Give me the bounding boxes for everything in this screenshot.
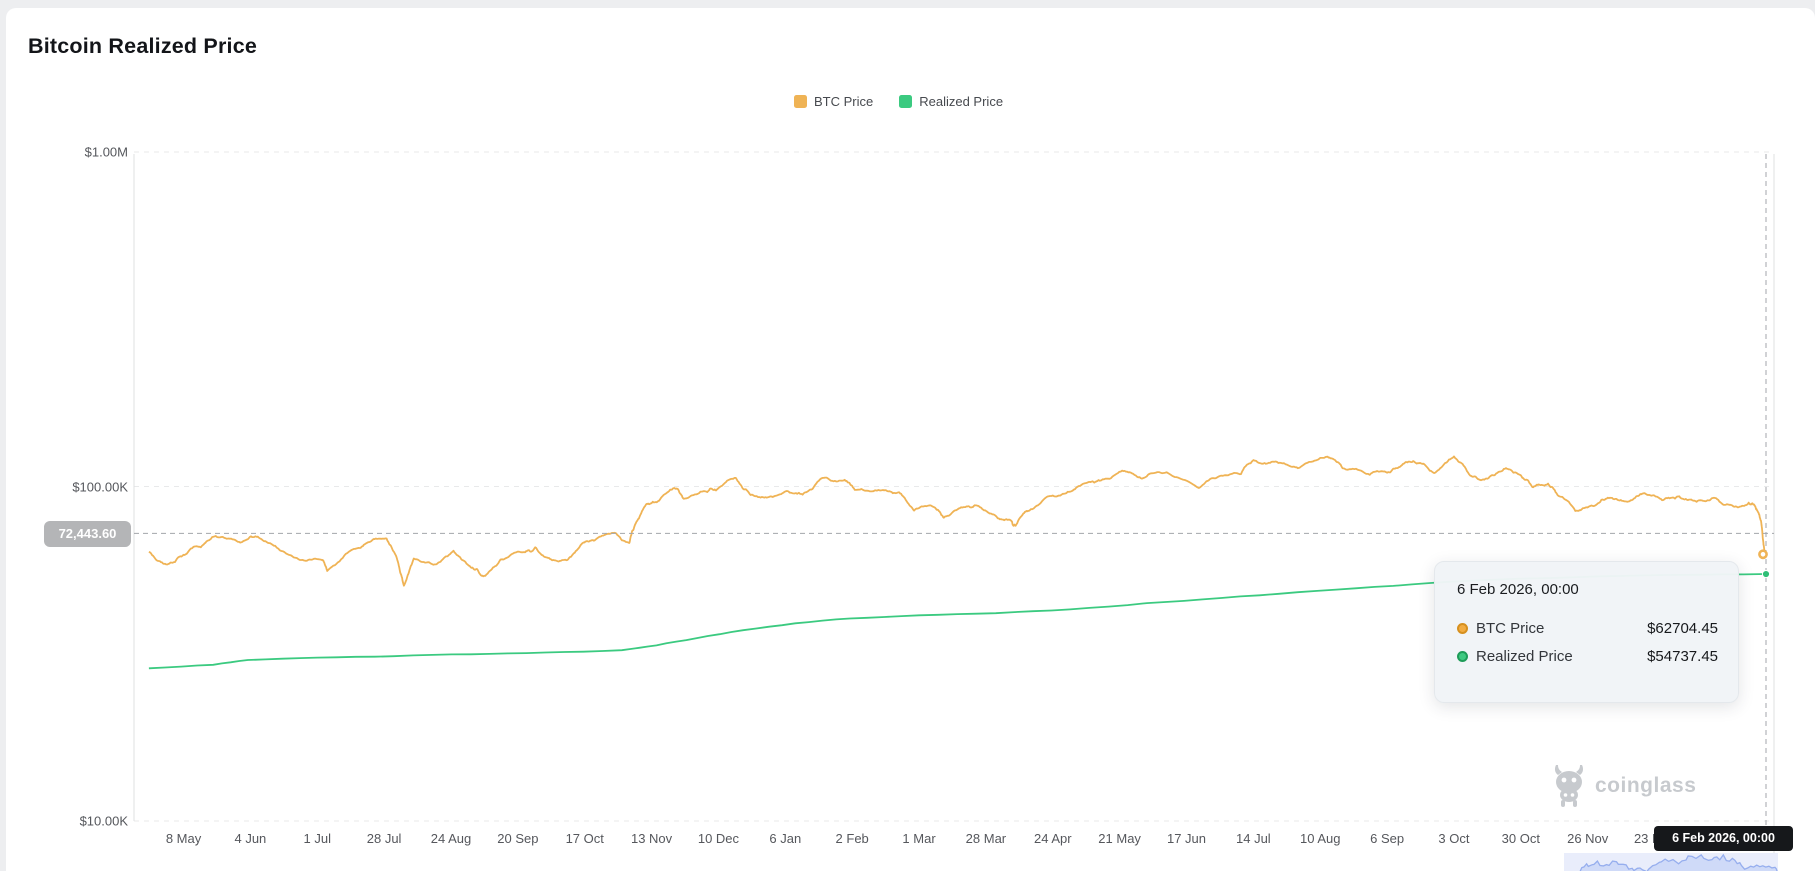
x-axis-tick-label: 24 Apr	[1033, 831, 1072, 846]
x-axis-tick-label: 1 Jul	[303, 831, 331, 846]
btc-price-end-marker	[1758, 549, 1768, 560]
x-axis-tick-label: 3 Oct	[1438, 831, 1470, 846]
y-axis: $1.00M $100.00K $10.00K	[6, 8, 128, 871]
chart-legend: BTC Price Realized Price	[794, 94, 1003, 109]
x-axis-tick-label: 26 Nov	[1567, 831, 1609, 846]
x-axis-tick-label: 6 Sep	[1370, 831, 1405, 846]
legend-label-btc-price: BTC Price	[814, 94, 874, 109]
realized-price-dot-icon	[1457, 650, 1468, 662]
x-axis-tick-label: 14 Jul	[1236, 831, 1271, 846]
x-axis-tick-label: 6 Jan	[769, 831, 802, 846]
x-axis-tick-label: 4 Jun	[234, 831, 267, 846]
x-axis-tick-label: 17 Jun	[1166, 831, 1207, 846]
btc-price-swatch-icon	[794, 95, 807, 108]
y-axis-tick-label: $1.00M	[84, 144, 128, 160]
x-axis: 8 May 4 Jun 1 Jul 28 Jul 24 Aug 20 Sep 17 Oct 1…	[6, 831, 1815, 851]
tooltip-row-btc-price: BTC Price $62704.45	[1457, 614, 1718, 642]
tooltip-label-btc-price: BTC Price	[1476, 619, 1545, 637]
x-crosshair-badge: 6 Feb 2026, 00:00	[1654, 826, 1793, 851]
x-axis-tick-label: 28 Jul	[366, 831, 402, 846]
legend-item-btc-price[interactable]: BTC Price	[794, 94, 873, 109]
realized-price-end-marker	[1761, 569, 1771, 579]
x-axis-tick-label: 24 Aug	[430, 831, 472, 846]
chart-plot-area[interactable]	[6, 8, 1815, 871]
btc-price-dot-icon	[1457, 622, 1468, 634]
coinglass-wordmark: coinglass	[1595, 774, 1697, 797]
coinglass-bull-icon	[1554, 765, 1584, 807]
tooltip-value-btc-price: $62704.45	[1647, 619, 1718, 637]
y-crosshair-badge: 72,443.60	[44, 521, 131, 547]
x-axis-tick-label: 21 May	[1098, 831, 1141, 846]
chart-tooltip: 6 Feb 2026, 00:00 BTC Price $62704.45 Re…	[1434, 561, 1739, 703]
legend-item-realized-price[interactable]: Realized Price	[899, 94, 1003, 109]
tooltip-value-realized-price: $54737.45	[1647, 647, 1718, 665]
x-axis-tick-label: 17 Oct	[565, 831, 604, 846]
x-axis-tick-label: 20 Sep	[497, 831, 539, 846]
tooltip-row-realized-price: Realized Price $54737.45	[1457, 642, 1718, 670]
tooltip-label-realized-price: Realized Price	[1476, 647, 1573, 665]
y-axis-tick-label: $100.00K	[72, 479, 128, 494]
x-axis-tick-label: 2 Feb	[835, 831, 869, 846]
x-axis-tick-label: 1 Mar	[902, 831, 936, 846]
coinglass-logo: coinglass	[1552, 764, 1696, 808]
legend-label-realized-price: Realized Price	[919, 94, 1004, 109]
realized-price-swatch-icon	[899, 95, 913, 108]
x-axis-tick-label: 10 Dec	[697, 831, 740, 846]
x-axis-tick-label: 28 Mar	[965, 831, 1007, 846]
tooltip-date: 6 Feb 2026, 00:00	[1457, 581, 1579, 598]
x-axis-tick-label: 10 Aug	[1299, 831, 1341, 846]
btc-price-line	[148, 455, 1767, 587]
y-axis-tick-label: $10.00K	[79, 813, 128, 829]
x-axis-tick-label: 8 May	[165, 831, 202, 846]
chart-card: Bitcoin Realized Price BTC Price Realize…	[6, 8, 1815, 871]
x-axis-tick-label: 13 Nov	[630, 831, 673, 846]
x-axis-tick-label: 30 Oct	[1501, 831, 1540, 846]
page-title: Bitcoin Realized Price	[28, 34, 258, 58]
